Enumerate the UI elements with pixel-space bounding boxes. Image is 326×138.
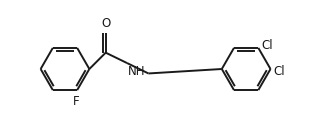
Text: Cl: Cl <box>261 39 273 52</box>
Text: Cl: Cl <box>274 65 285 78</box>
Text: NH: NH <box>128 65 145 78</box>
Text: O: O <box>101 17 110 30</box>
Text: F: F <box>72 95 79 108</box>
